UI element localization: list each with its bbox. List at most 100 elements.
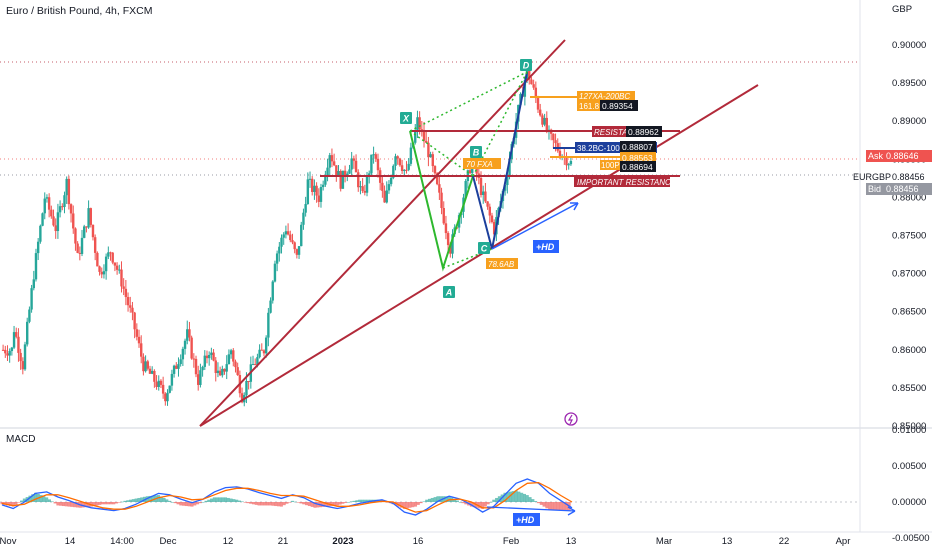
candle-body	[271, 281, 274, 301]
candle-body	[451, 234, 454, 254]
macd-histogram-bar	[176, 502, 180, 505]
macd-histogram-bar	[324, 502, 328, 507]
macd-histogram-bar	[333, 502, 336, 506]
pattern-point-label: C	[481, 244, 488, 254]
price-tick-label: 0.87000	[892, 269, 926, 280]
price-tick-label: 0.86000	[892, 345, 926, 356]
resist-value-badge	[626, 126, 662, 137]
candle-body	[427, 142, 430, 158]
macd-histogram-bar	[120, 501, 124, 503]
candle-body	[350, 158, 353, 170]
macd-histogram-bar	[235, 499, 239, 502]
macd-histogram-bar	[207, 499, 211, 502]
macd-histogram-bar	[6, 502, 10, 506]
time-axis-label: Mar	[656, 536, 672, 547]
macd-histogram-bar	[377, 499, 381, 502]
macd-histogram-bar	[168, 500, 172, 502]
candle-body	[444, 223, 448, 234]
candle-body	[155, 381, 158, 387]
time-axis-label: 16	[413, 536, 424, 547]
candle-body	[389, 177, 393, 185]
candle-body	[4, 349, 7, 354]
macd-histogram-bar	[14, 502, 18, 505]
candle-body	[201, 366, 204, 371]
candle-body	[558, 150, 562, 158]
ask-badge-label: Ask	[868, 151, 884, 161]
candle-body	[363, 190, 367, 193]
macd-tick-label: 0.00500	[892, 461, 926, 472]
pattern-ac-dotted	[442, 248, 493, 269]
macd-histogram-bar	[98, 502, 102, 505]
macd-series: +HD	[0, 478, 576, 526]
candle-body	[357, 172, 360, 188]
candle-body	[486, 201, 489, 207]
macd-histogram-bar	[39, 495, 43, 502]
candle-body	[264, 337, 268, 354]
macd-histogram-bar	[525, 495, 529, 502]
candle-body	[506, 175, 509, 186]
candle-body	[414, 129, 417, 143]
candle-body	[30, 288, 33, 310]
s-value-label: 0.88563	[622, 153, 653, 163]
macd-histogram-bar	[61, 502, 65, 507]
candle-body	[503, 185, 507, 191]
candle-body	[365, 175, 369, 193]
candle-body	[144, 361, 147, 372]
candle-body	[148, 368, 152, 374]
macd-histogram-bar	[210, 498, 214, 502]
candle-body	[567, 164, 570, 166]
macd-histogram-bar	[34, 492, 38, 502]
macd-histogram-bar	[307, 502, 311, 507]
macd-histogram-bar	[539, 502, 543, 505]
candle-body	[359, 186, 362, 188]
hd-badge	[533, 240, 559, 253]
hd-arrow-head	[570, 202, 579, 211]
candle-body	[58, 206, 62, 213]
pattern-xd-dotted	[409, 71, 528, 132]
pattern-point-label: X	[402, 114, 410, 124]
macd-histogram-bar	[75, 502, 79, 508]
candle-body	[102, 271, 106, 275]
lightning-icon	[564, 412, 578, 426]
bc-label: 38.2BC-100PRO	[577, 144, 637, 153]
candle-body	[8, 351, 11, 356]
resist-label: RESISTA	[594, 128, 628, 137]
candle-body	[109, 252, 112, 254]
candle-body	[15, 332, 18, 337]
macd-histogram-bar	[187, 502, 191, 507]
macd-histogram-bar	[115, 502, 119, 504]
candle-body	[332, 161, 336, 166]
candle-body	[12, 332, 16, 348]
trendlines	[199, 39, 759, 427]
macd-histogram-bar	[338, 502, 342, 505]
bc-value-label: 0.88807	[622, 142, 653, 152]
pattern-point-badge	[520, 59, 532, 71]
macd-histogram-bar	[355, 500, 359, 502]
candle-body	[61, 206, 64, 208]
macd-histogram-bar	[123, 500, 127, 502]
macd-histogram-bar	[196, 502, 200, 505]
candle-body	[164, 393, 167, 402]
macd-hd-label: +HD	[516, 515, 535, 525]
candle-body	[396, 156, 399, 159]
candle-body	[289, 234, 292, 241]
candle-body	[227, 354, 231, 365]
time-axis-label: 14:00	[110, 536, 134, 547]
macd-histogram-bar	[265, 502, 269, 506]
candle-body	[197, 374, 200, 385]
s-value-badge	[620, 152, 656, 163]
macd-histogram-bar	[464, 502, 468, 505]
candle-body	[324, 175, 327, 185]
candle-body	[137, 336, 141, 344]
macd-histogram-bar	[305, 502, 309, 506]
macd-histogram-bar	[520, 492, 524, 502]
candle-body	[107, 252, 110, 257]
candle-body	[150, 370, 154, 374]
price-tick-label: 0.89000	[892, 116, 926, 127]
candle-body	[321, 184, 325, 188]
candle-body	[394, 156, 397, 166]
macd-histogram-bar	[545, 502, 549, 509]
candle-body	[23, 344, 27, 370]
candle-body	[534, 87, 538, 99]
